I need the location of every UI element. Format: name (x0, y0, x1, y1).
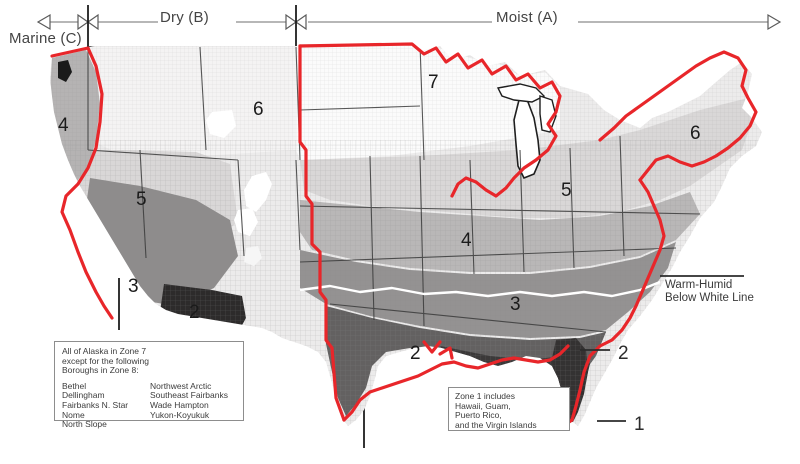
zone1-note-line-1: Zone 1 includes (455, 391, 516, 401)
zone1-note-line-4: and the Virgin Islands (455, 419, 537, 430)
alaska-borough-2: Wade Hampton (150, 399, 209, 410)
alaska-borough-1: Southeast Fairbanks (150, 390, 228, 401)
alaska-borough-column-1: Bethel Dellingham Fairbanks N. Star Nome Nor… (62, 380, 150, 430)
alaska-borough-column-2: Northwest Arctic Southeast Fairbanks Wade … (150, 380, 228, 430)
moist-climate-label: Moist (A) (496, 9, 558, 26)
warm-humid-line (299, 280, 661, 298)
callout-2: 2 (618, 343, 629, 364)
zone1-note-line-3: Puerto Rico, (455, 410, 502, 421)
alaska-note-line-1: All of Alaska in Zone 7 (62, 346, 147, 356)
callout-1: 1 (634, 414, 645, 435)
alaska-borough-2: Fairbanks N. Star (62, 399, 129, 410)
zone1-note-line-2: Hawaii, Guam, (455, 400, 511, 411)
lake-superior (496, 83, 546, 103)
alaska-note-line-2: except for the following (62, 355, 149, 366)
alaska-borough-0: Northwest Arctic (150, 380, 212, 391)
white-blob-az (244, 246, 262, 266)
alaska-note-line-3: Boroughs in Zone 8: (62, 365, 139, 376)
great-salt-lake (244, 172, 272, 212)
marine-climate-label: Marine (C) (9, 30, 82, 47)
warm-humid-line-2: Below White Line (665, 292, 754, 304)
alaska-note-box: All of Alaska in Zone 7 except for the f… (54, 341, 244, 429)
alaska-borough-1: Dellingham (62, 390, 105, 401)
warm-humid-note: Warm-Humid Below White Line (665, 279, 754, 305)
lake-huron (539, 95, 557, 133)
dry-climate-label: Dry (B) (160, 9, 209, 26)
white-blob-idaho (206, 110, 236, 138)
warm-humid-line-1: Warm-Humid (665, 279, 733, 291)
puget-sound (58, 60, 72, 82)
red-climate-boundary (50, 42, 758, 426)
white-blob-nevada (234, 208, 258, 236)
alaska-borough-0: Bethel (62, 380, 87, 391)
alaska-borough-4: North Slope (62, 419, 107, 430)
alaska-borough-3: Yukon-Koyukuk (150, 409, 210, 420)
alaska-borough-3: Nome (62, 409, 85, 420)
callout-leaders (580, 275, 744, 422)
zone1-note-box: Zone 1 includes Hawaii, Guam, Puerto Ric… (448, 387, 570, 431)
